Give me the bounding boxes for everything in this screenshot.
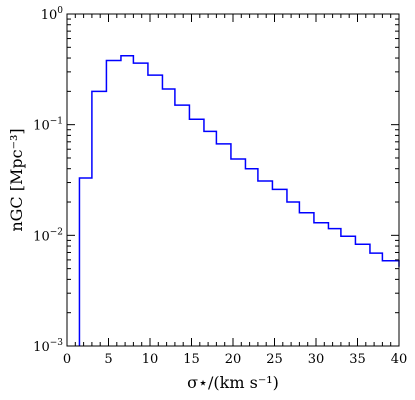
x-tick-label: 35 (349, 352, 366, 367)
y-tick-label: 10−2 (33, 227, 63, 244)
y-tick-label: 10−3 (33, 338, 63, 355)
x-tick-label: 5 (104, 352, 112, 367)
x-tick-label: 15 (183, 352, 200, 367)
x-axis-label: σ⋆/(km s⁻¹) (187, 373, 279, 392)
x-tick-label: 25 (266, 352, 283, 367)
y-tick-label: 100 (41, 6, 64, 23)
x-tick-label: 0 (63, 352, 71, 367)
y-tick-label: 10−1 (33, 117, 63, 134)
histogram-series-line (78, 54, 400, 346)
x-tick-label: 30 (308, 352, 325, 367)
x-tick-label: 20 (225, 352, 242, 367)
ticks-layer (66, 13, 400, 347)
plot-frame (66, 13, 400, 347)
y-axis-label: nGC [Mpc⁻³] (7, 128, 26, 231)
x-tick-label: 10 (142, 352, 159, 367)
x-tick-label: 40 (391, 352, 408, 367)
series-layer (78, 54, 400, 346)
x-tick-labels: 0 5 10 15 20 25 30 35 40 (63, 352, 407, 367)
y-tick-labels: 10−3 10−2 10−1 100 (33, 6, 63, 355)
